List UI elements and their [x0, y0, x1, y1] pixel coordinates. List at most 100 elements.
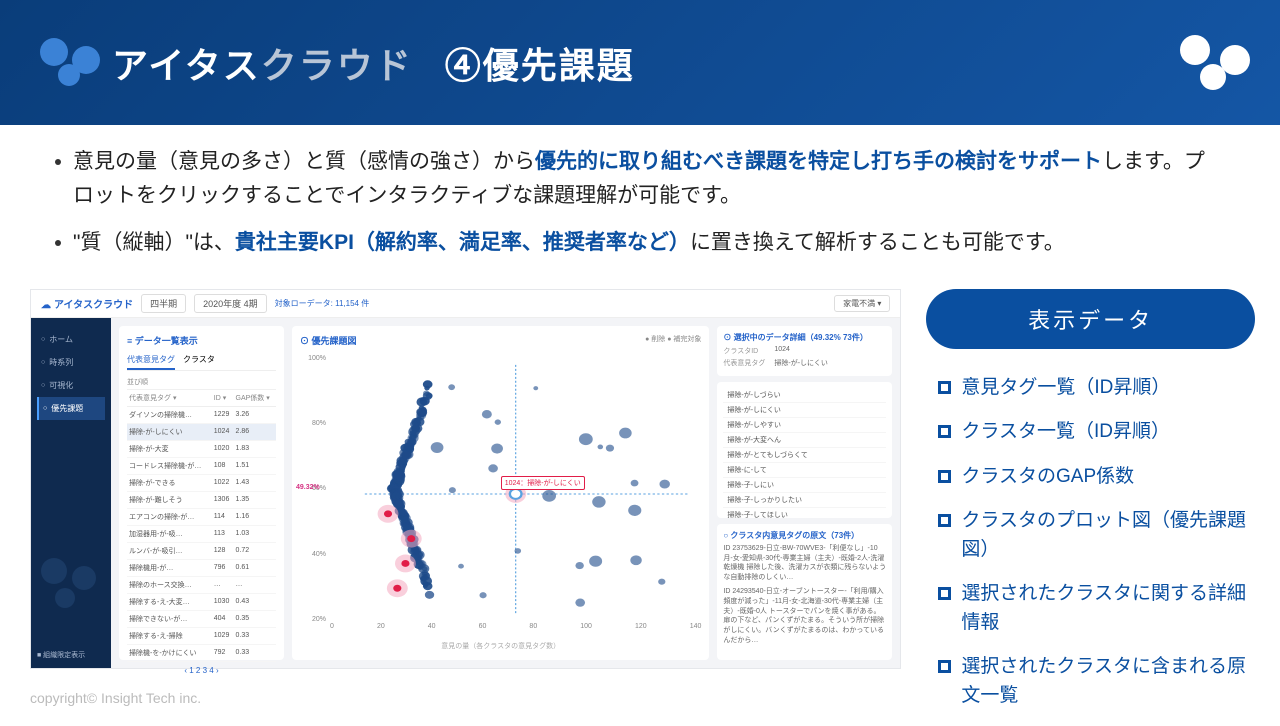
table-row[interactable]: 掃除する-え-大変…10300.43	[127, 593, 276, 610]
header-title: アイタスクラウド ④優先課題	[112, 37, 635, 89]
right-panel-item: クラスタ一覧（ID昇順）	[926, 418, 1255, 447]
table-row[interactable]: 掃除-が-できる10221.43	[127, 474, 276, 491]
pager[interactable]: ‹ 1 2 3 4 ›	[127, 666, 276, 675]
filter-row[interactable]: 並び順	[127, 375, 276, 390]
table-row[interactable]: ルンバ-が-吸引…1280.72	[127, 542, 276, 559]
col-id[interactable]: ID ▾	[212, 390, 234, 407]
bullet-2-emph: 貴社主要KPI（解約率、満足率、推奨者率など）	[235, 231, 690, 254]
table-row[interactable]: 掃除-が-しにくい10242.86	[127, 423, 276, 440]
bullet-2-post: に置き換えて解析することも可能です。	[690, 231, 1065, 254]
table-row[interactable]: 掃除のホース交換………	[127, 576, 276, 593]
chart-panel: ⊙ 優先課題図 ● 削除 ● 補完対象 100% 80% 60% 40% 20%…	[292, 326, 709, 660]
tag-item[interactable]: 掃除-に-して	[723, 463, 886, 478]
square-bullet-icon	[938, 660, 951, 673]
chart-area[interactable]: 100% 80% 60% 40% 20% 49.32% 1024：掃除-が-しに…	[300, 355, 701, 643]
square-bullet-icon	[938, 425, 951, 438]
category-dropdown[interactable]: 家電不満 ▾	[834, 295, 890, 312]
blob-icon-right	[1180, 35, 1250, 90]
tag-item[interactable]: 掃除-が-大変へん	[723, 433, 886, 448]
detail-panel: ⊙ 選択中のデータ詳細（49.32% 73件） クラスタID1024 代表意見タ…	[717, 326, 892, 660]
nav-priority[interactable]: 優先課題	[37, 397, 105, 420]
mock-center: ≡ データ一覧表示 代表意見タグ クラスタ 並び順 代表意見タグ ▾ ID ▾ …	[111, 318, 900, 668]
col-tag[interactable]: 代表意見タグ ▾	[127, 390, 212, 407]
orig-text-1: ID 23753629-日立-BW-70WVE3-「利便なし」-10月-女-愛知…	[723, 544, 886, 583]
panel-pill: 表示データ	[926, 289, 1255, 349]
bullet-dot	[55, 159, 61, 165]
table-row[interactable]: 掃除機-を-かけにくい7920.33	[127, 644, 276, 661]
period-select[interactable]: 四半期	[141, 294, 186, 313]
table-panel-title: ≡ データ一覧表示	[127, 334, 276, 347]
bullet-2-pre: "質（縦軸）"は、	[73, 231, 235, 254]
content-row: アイタスクラウド 四半期 2020年度 4期 対象ローデータ: 11,154 件…	[0, 284, 1280, 726]
tag-item[interactable]: 掃除-子-してほしい	[723, 508, 886, 518]
nav-visualize[interactable]: 可視化	[37, 374, 105, 397]
table-row[interactable]: 掃除する-え-掃除10290.33	[127, 627, 276, 644]
right-panel-item: クラスタのGAP係数	[926, 463, 1255, 492]
screenshot-pane: アイタスクラウド 四半期 2020年度 4期 対象ローデータ: 11,154 件…	[30, 289, 901, 669]
chart-title: ⊙ 優先課題図	[300, 334, 701, 347]
table-row[interactable]: コードレス掃除機-が…1081.51	[127, 457, 276, 474]
brand-white: アイタス	[112, 45, 261, 86]
right-panel: 表示データ 意見タグ一覧（ID昇順） クラスタ一覧（ID昇順） クラスタのGAP係数…	[926, 289, 1255, 726]
table-row[interactable]: エアコンの掃除-が…1141.16	[127, 508, 276, 525]
mock-topbar: アイタスクラウド 四半期 2020年度 4期 対象ローデータ: 11,154 件…	[31, 290, 900, 318]
tag-list-panel: 掃除-が-しづらい掃除-が-しにくい掃除-が-しやすい掃除-が-大変へん掃除-が…	[717, 382, 892, 518]
table-row[interactable]: 掃除-が-大変10201.83	[127, 440, 276, 457]
orig-text-panel: ○ クラスタ内意見タグの原文（73件） ID 23753629-日立-BW-70…	[717, 524, 892, 660]
tab-tags[interactable]: 代表意見タグ	[127, 351, 175, 370]
data-table: 代表意見タグ ▾ ID ▾ GAP係数 ▾ ダイソンの掃除機…12293.26掃…	[127, 390, 276, 662]
blob-icon-left	[40, 38, 100, 88]
tag-item[interactable]: 掃除-子-しにい	[723, 478, 886, 493]
detail-title: ⊙ 選択中のデータ詳細（49.32% 73件）	[723, 332, 886, 343]
tab-cluster[interactable]: クラスタ	[183, 351, 215, 370]
mock-brand[interactable]: アイタスクラウド	[41, 296, 133, 311]
square-bullet-icon	[938, 470, 951, 483]
table-tabs: 代表意見タグ クラスタ	[127, 351, 276, 371]
chart-legend: ● 削除 ● 補完対象	[645, 334, 701, 344]
org-toggle[interactable]: ■ 組織限定表示	[37, 650, 85, 660]
right-panel-item: 選択されたクラスタに含まれる原文一覧	[926, 653, 1255, 710]
tag-item[interactable]: 掃除-が-しにくい	[723, 403, 886, 418]
logo-left: アイタスクラウド ④優先課題	[40, 37, 635, 89]
table-panel: ≡ データ一覧表示 代表意見タグ クラスタ 並び順 代表意見タグ ▾ ID ▾ …	[119, 326, 284, 660]
x-label: 意見の量（各クラスタの意見タグ数）	[300, 641, 701, 651]
bullet-dot	[55, 240, 61, 246]
copyright: copyright© Insight Tech inc.	[30, 690, 201, 706]
orig-title: ○ クラスタ内意見タグの原文（73件）	[723, 530, 886, 541]
table-row[interactable]: 加湿器用-が-吸…1131.03	[127, 525, 276, 542]
table-row[interactable]: 掃除-が-難しそう13061.35	[127, 491, 276, 508]
square-bullet-icon	[938, 587, 951, 600]
tag-item[interactable]: 掃除-が-しづらい	[723, 388, 886, 403]
bullet-section: 意見の量（意見の多さ）と質（感情の強さ）から優先的に取り組むべき課題を特定し打ち…	[0, 125, 1280, 284]
row-count-label: 対象ローデータ: 11,154 件	[275, 298, 370, 309]
bullet-1-pre: 意見の量（意見の多さ）と質（感情の強さ）から	[73, 150, 535, 173]
nav-home[interactable]: ホーム	[37, 328, 105, 351]
table-row[interactable]: 掃除機用-が…7960.61	[127, 559, 276, 576]
mock-body: ホーム 時系列 可視化 優先課題 ■ 組織限定表示 ≡ データ一覧表示 代表意見…	[31, 318, 900, 668]
tag-item[interactable]: 掃除-が-とてもしづらくて	[723, 448, 886, 463]
chart-callout[interactable]: 1024：掃除-が-しにくい	[501, 476, 585, 490]
orig-text-2: ID 24293540-日立-オーブントースター-「利用/購入頻度が減った」-1…	[723, 587, 886, 646]
tag-item[interactable]: 掃除-が-しやすい	[723, 418, 886, 433]
table-row[interactable]: 掃除できない-が…4040.35	[127, 610, 276, 627]
sidebar-bg-blob	[41, 558, 96, 608]
bullet-1: 意見の量（意見の多さ）と質（感情の強さ）から優先的に取り組むべき課題を特定し打ち…	[55, 145, 1225, 212]
tag-item[interactable]: 掃除-子-しっかりしたい	[723, 493, 886, 508]
title-suffix: ④優先課題	[445, 37, 635, 89]
right-panel-item: 意見タグ一覧（ID昇順）	[926, 374, 1255, 403]
bullet-1-emph: 優先的に取り組むべき課題を特定し打ち手の検討をサポート	[535, 150, 1102, 173]
table-row[interactable]: ダイソンの掃除機…12293.26	[127, 406, 276, 423]
mock-sidebar: ホーム 時系列 可視化 優先課題 ■ 組織限定表示	[31, 318, 111, 668]
square-bullet-icon	[938, 514, 951, 527]
header-banner: アイタスクラウド ④優先課題	[0, 0, 1280, 125]
right-panel-item: クラスタのプロット図（優先課題図）	[926, 507, 1255, 564]
detail-meta-panel: ⊙ 選択中のデータ詳細（49.32% 73件） クラスタID1024 代表意見タ…	[717, 326, 892, 376]
brand-grey: クラウド	[261, 45, 413, 86]
x-axis: 0 20 40 60 80 100 120 140	[330, 623, 701, 643]
mid-label: 49.32%	[296, 484, 320, 491]
square-bullet-icon	[938, 381, 951, 394]
period-value-select[interactable]: 2020年度 4期	[194, 294, 267, 313]
col-gap[interactable]: GAP係数 ▾	[234, 390, 277, 407]
right-panel-item: 選択されたクラスタに関する詳細情報	[926, 580, 1255, 637]
nav-timeseries[interactable]: 時系列	[37, 351, 105, 374]
